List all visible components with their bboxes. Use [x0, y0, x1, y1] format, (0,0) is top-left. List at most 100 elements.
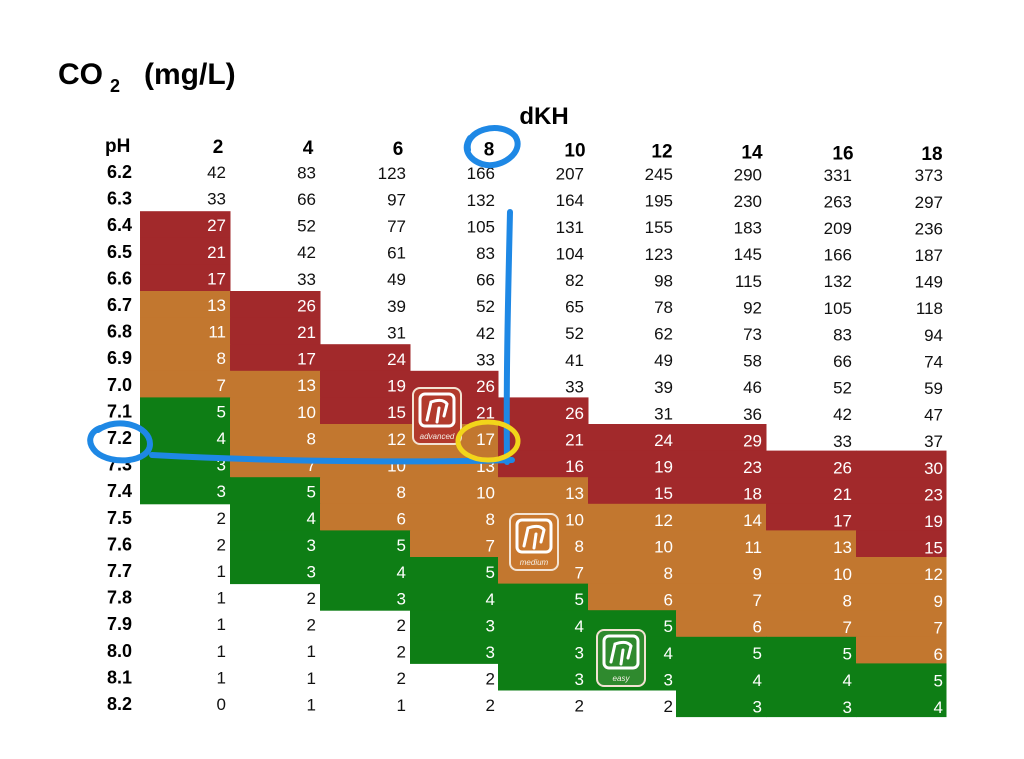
table-cell-value: 297: [915, 193, 943, 212]
table-cell-value: 21: [565, 431, 584, 450]
table-cell-value: 149: [915, 273, 943, 292]
table-cell-value: 47: [924, 406, 943, 425]
table-cell-value: 7: [934, 618, 943, 637]
table-cell-value: 8: [307, 429, 316, 448]
zone-cell-red: [856, 450, 947, 478]
table-cell-value: 3: [217, 482, 226, 501]
zone-layer: [140, 211, 947, 718]
table-cell-value: 132: [467, 191, 495, 210]
zone-cell-orange: [588, 583, 677, 611]
table-cell-value: 3: [217, 456, 226, 475]
table-cell-value: 118: [916, 299, 943, 318]
table-cell-value: 2: [486, 670, 495, 689]
column-header: 10: [564, 141, 585, 162]
table-cell-value: 207: [556, 165, 584, 184]
table-cell-value: 2: [307, 616, 316, 635]
table-cell-value: 5: [753, 644, 762, 663]
column-header: 18: [921, 144, 942, 165]
zone-cell-green: [410, 557, 499, 585]
table-cell-value: 39: [654, 378, 673, 397]
table-cell-value: 73: [743, 325, 762, 344]
table-cell-value: 6: [753, 618, 762, 637]
table-cell-value: 23: [924, 485, 943, 504]
table-cell-value: 209: [824, 219, 852, 238]
table-cell-value: 33: [207, 190, 226, 209]
guide-line-vertical: [503, 209, 513, 465]
table-cell-value: 10: [654, 537, 673, 556]
table-cell-value: 42: [833, 405, 852, 424]
table-cell-value: 49: [387, 270, 406, 289]
table-cell-value: 105: [467, 217, 495, 236]
table-cell-value: 236: [915, 219, 943, 238]
zone-cell-red: [588, 424, 677, 452]
table-cell-value: 115: [735, 272, 762, 291]
zone-cell-green: [498, 610, 589, 638]
zone-cell-orange: [410, 530, 499, 558]
table-cell-value: 2: [397, 669, 406, 688]
column-header: 16: [832, 143, 853, 164]
zone-cell-green: [410, 610, 499, 638]
table-cell-value: 183: [734, 219, 762, 238]
zone-cell-green: [766, 690, 857, 718]
table-cell-value: 3: [486, 643, 495, 662]
zone-cell-red: [320, 370, 411, 398]
badge-easy: easy: [596, 629, 646, 687]
zone-cell-orange: [676, 530, 767, 558]
zone-cell-green: [320, 557, 411, 585]
leaf-icon: [418, 392, 456, 428]
table-cell-value: 7: [843, 618, 852, 637]
table-cell-value: 155: [645, 218, 673, 237]
table-cell-value: 13: [297, 376, 316, 395]
table-cell-value: 131: [556, 218, 584, 237]
table-cell-value: 263: [824, 192, 852, 211]
table-cell-value: 26: [833, 458, 852, 477]
table-cell-value: 29: [743, 431, 762, 450]
zone-cell-orange: [410, 503, 499, 531]
table-cell-value: 94: [924, 326, 943, 345]
table-cell-value: 52: [833, 379, 852, 398]
badge-label: easy: [613, 674, 631, 683]
table-cell-value: 7: [575, 564, 584, 583]
title-unit: (mg/L): [144, 58, 236, 91]
row-label-ph: 6.4: [107, 215, 132, 235]
zone-cell-orange: [498, 477, 589, 505]
row-label-ph: 6.3: [107, 189, 132, 209]
table-cell-value: 5: [664, 617, 673, 636]
table-cell-value: 21: [207, 243, 226, 262]
table-cell-value: 104: [556, 244, 584, 263]
table-cell-value: 6: [664, 591, 673, 610]
table-cell-value: 4: [934, 698, 943, 717]
zone-cell-orange: [230, 424, 321, 452]
table-cell-value: 92: [743, 298, 762, 317]
table-cell-value: 3: [307, 562, 316, 581]
table-cell-value: 10: [565, 510, 584, 529]
table-cell-value: 166: [824, 246, 852, 265]
table-cell-value: 12: [387, 430, 406, 449]
zone-cell-orange: [766, 610, 857, 638]
table-cell-value: 19: [654, 458, 673, 477]
column-header-dkh: dKH: [519, 103, 568, 130]
table-cell-value: 33: [565, 377, 584, 396]
table-cell-value: 26: [297, 296, 316, 315]
table-cell-value: 83: [476, 244, 495, 263]
zone-cell-green: [320, 583, 411, 611]
zone-cell-orange: [320, 424, 411, 452]
table-cell-value: 13: [207, 296, 226, 315]
zone-cell-green: [766, 636, 857, 664]
table-cell-value: 2: [575, 697, 584, 716]
zone-cell-red: [588, 450, 677, 478]
zone-cell-orange: [588, 557, 677, 585]
table-cell-value: 3: [843, 698, 852, 717]
table-cell-value: 52: [297, 217, 316, 236]
table-cell-value: 37: [924, 432, 943, 451]
table-cell-value: 74: [924, 352, 943, 371]
zone-cell-orange: [588, 503, 677, 531]
table-cell-value: 33: [297, 270, 316, 289]
guide-line-horizontal: [149, 452, 515, 465]
table-cell-value: 15: [924, 539, 943, 558]
table-cell-value: 19: [924, 512, 943, 531]
zone-cell-orange: [320, 477, 411, 505]
table-cell-value: 27: [207, 216, 226, 235]
